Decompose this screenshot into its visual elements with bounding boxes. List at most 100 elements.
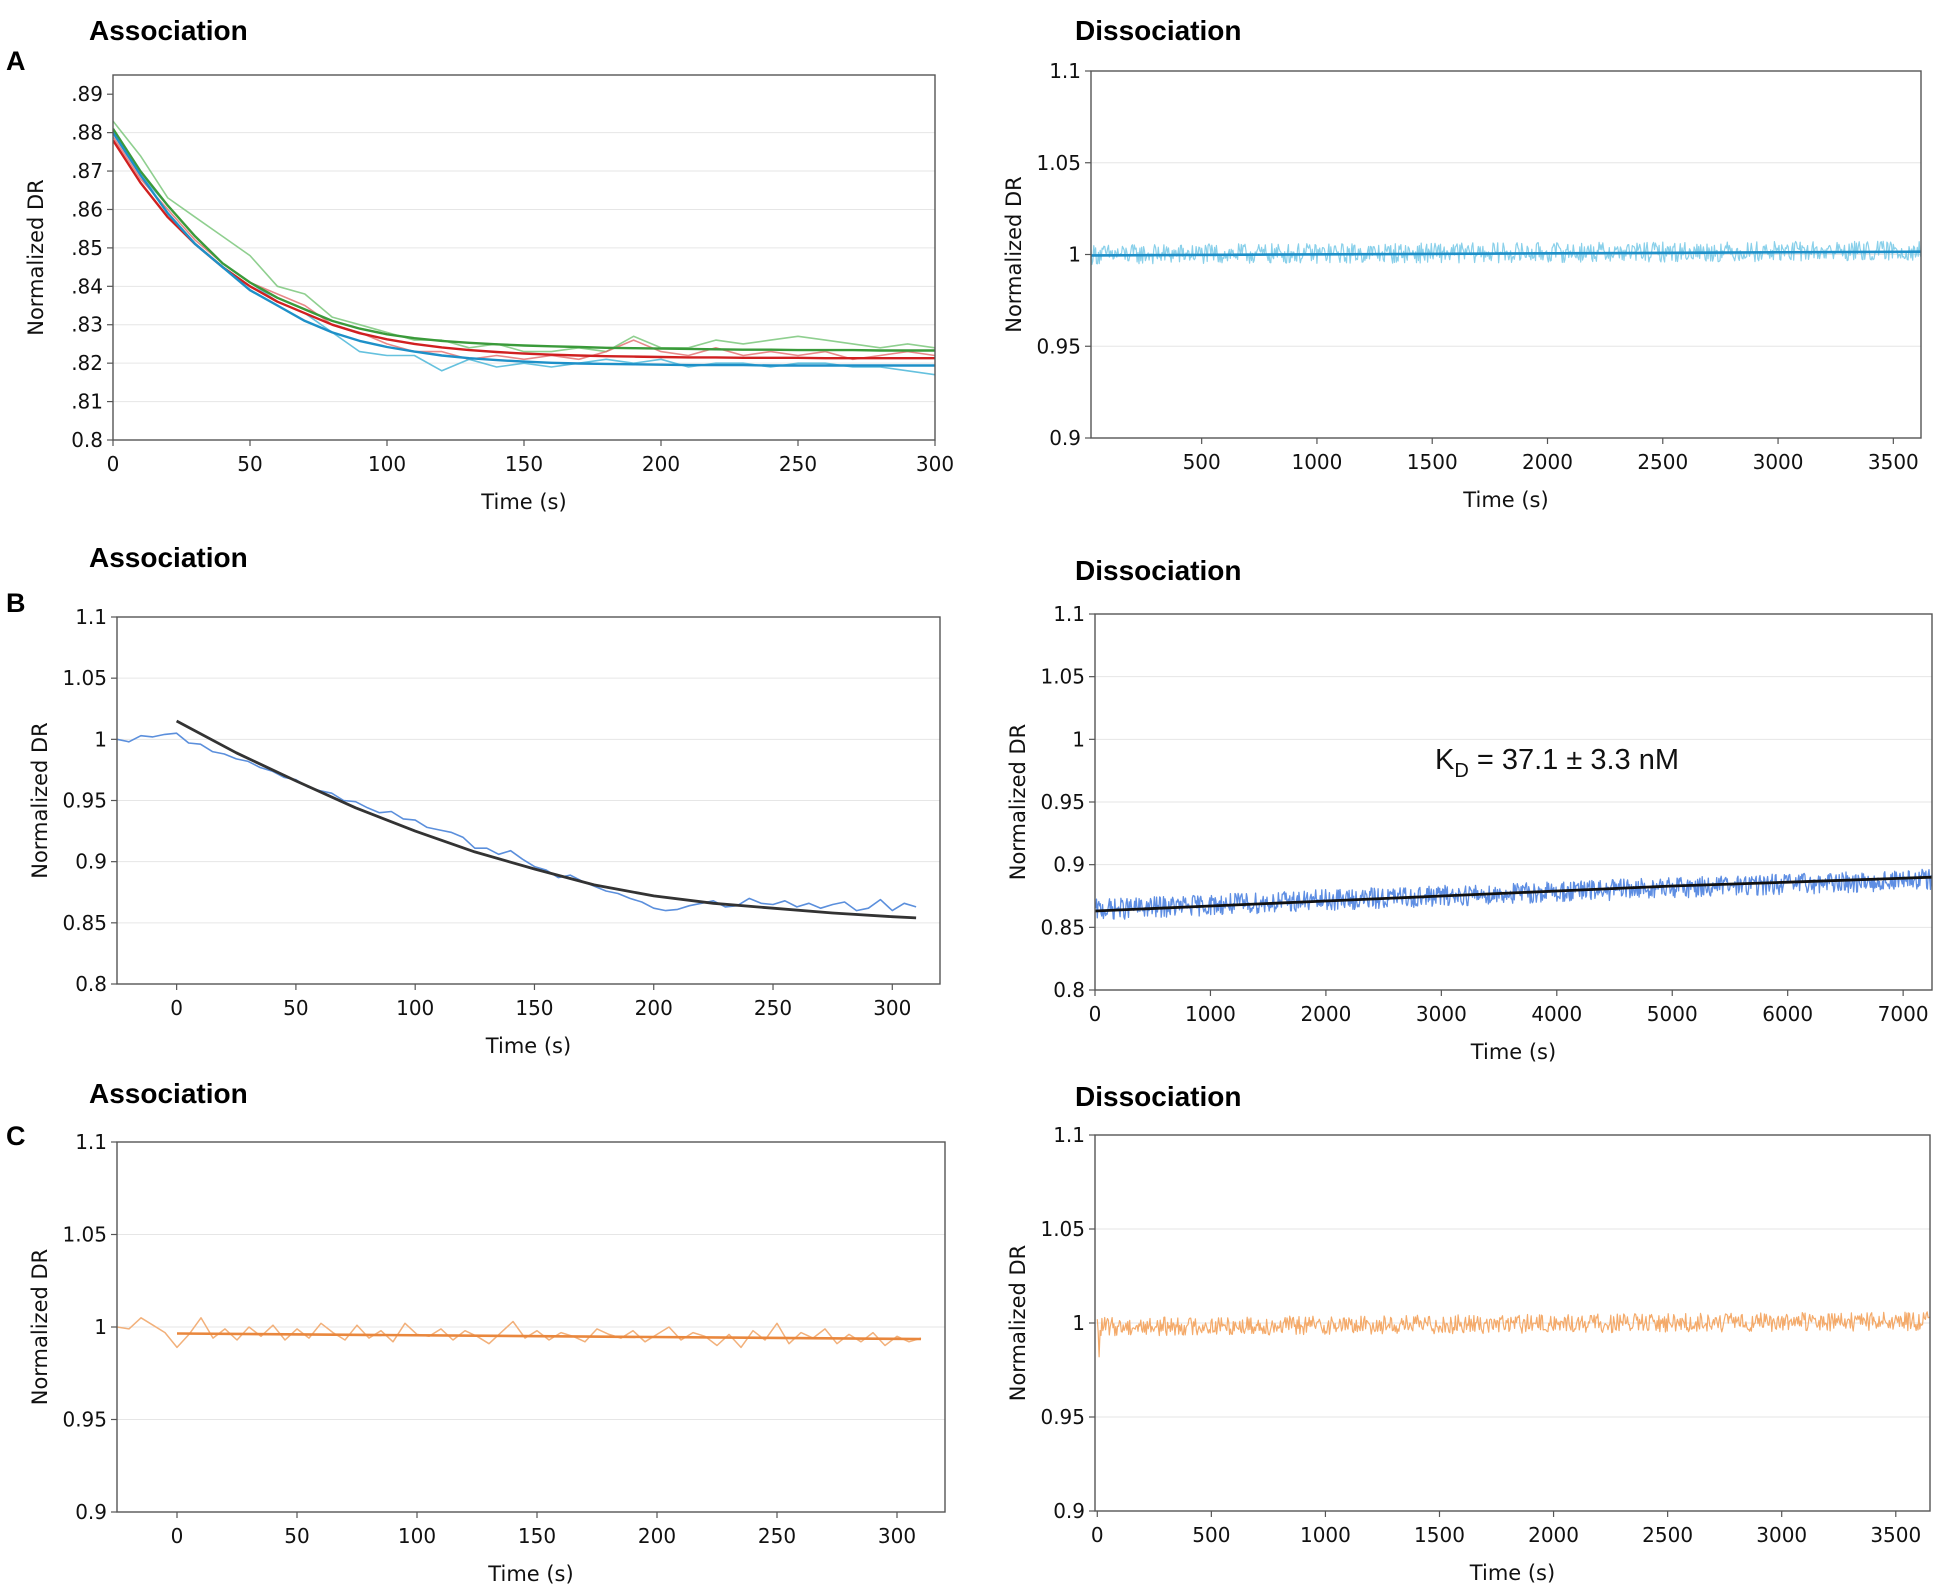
series-fit-green <box>113 128 935 352</box>
y-axis-label: Normalized DR <box>1002 176 1026 333</box>
y-tick-label: 1 <box>1072 727 1085 751</box>
y-tick-label: 0.95 <box>1040 1405 1085 1429</box>
y-tick-label: 0.95 <box>1036 334 1081 358</box>
x-tick-label: 1000 <box>1291 450 1342 474</box>
chart-a-association: Association 0.8 .81 .82 .83 .84 .85 .86 .87 .88.… <box>24 15 954 514</box>
x-tick-label: 150 <box>518 1524 556 1548</box>
x-tick-label: 300 <box>873 996 911 1020</box>
panel-letter-c: C <box>6 1121 26 1151</box>
y-tick-label: 1.05 <box>62 1223 107 1247</box>
x-tick-label: 250 <box>779 452 817 476</box>
x-tick-label: 2000 <box>1300 1002 1351 1026</box>
y-tick-label: .88 <box>71 121 103 145</box>
y-axis-label: Normalized DR <box>28 722 52 879</box>
y-tick-label: 0.9 <box>1053 853 1085 877</box>
y-tick-label: 0.8 <box>71 428 103 452</box>
series-fit <box>1095 875 1932 913</box>
x-tick-label: 7000 <box>1878 1002 1929 1026</box>
y-tick-label: 1.1 <box>1053 602 1085 626</box>
x-axis-label: Time (s) <box>480 490 566 514</box>
chart-title: Dissociation <box>1075 1081 1241 1112</box>
x-tick-label: 200 <box>635 996 673 1020</box>
kd-value: = 37.1 ± 3.3 nM <box>1469 744 1679 776</box>
y-tick-label: 0.95 <box>62 789 107 813</box>
y-tick-label: .85 <box>71 236 103 260</box>
x-tick-label: 2500 <box>1642 1523 1693 1547</box>
chart-c-dissociation: Dissociation 0.9 0.95 1 1.05 1.1 0 500 1000 1500… <box>1006 1081 1931 1585</box>
x-tick-label: 0 <box>1089 1002 1102 1026</box>
x-tick-label: 200 <box>642 452 680 476</box>
x-tick-label: 1000 <box>1185 1002 1236 1026</box>
y-tick-label: 1.05 <box>62 666 107 690</box>
y-tick-label: .81 <box>71 390 103 414</box>
series-fit <box>175 719 917 920</box>
y-tick-label: 0.85 <box>1040 915 1085 939</box>
y-tick-label: .86 <box>71 197 103 221</box>
x-tick-label: 4000 <box>1531 1002 1582 1026</box>
x-tick-label: 5000 <box>1647 1002 1698 1026</box>
kd-symbol: K <box>1435 744 1455 776</box>
series-fit <box>1091 250 1921 257</box>
x-axis-label: Time (s) <box>1470 1040 1556 1064</box>
y-axis-label: Normalized DR <box>24 179 48 336</box>
x-tick-label: 300 <box>916 452 954 476</box>
x-tick-label: 0 <box>1091 1523 1104 1547</box>
x-axis-label: Time (s) <box>1462 488 1548 512</box>
y-tick-label: 0.9 <box>75 850 107 874</box>
y-tick-label: .84 <box>71 274 103 298</box>
series-raw <box>117 732 917 912</box>
x-tick-label: 500 <box>1192 1523 1230 1547</box>
x-tick-label: 200 <box>638 1524 676 1548</box>
x-axis-label: Time (s) <box>1469 1561 1555 1585</box>
y-tick-label: 1 <box>1068 243 1081 267</box>
x-axis-label: Time (s) <box>487 1562 573 1586</box>
chart-c-association: Association 0.9 0.95 1 1.05 1.1 0 50 100 150 200 2… <box>28 1078 946 1586</box>
x-tick-label: 500 <box>1183 450 1221 474</box>
y-tick-label: 1.05 <box>1040 1217 1085 1241</box>
x-tick-label: 50 <box>283 996 308 1020</box>
x-tick-label: 3500 <box>1870 1523 1921 1547</box>
y-axis-label: Normalized DR <box>1006 1245 1030 1402</box>
x-tick-label: 150 <box>505 452 543 476</box>
x-tick-label: 50 <box>237 452 262 476</box>
y-tick-label: 0.95 <box>1040 790 1085 814</box>
y-tick-label: .82 <box>71 351 103 375</box>
panel-letter-b: B <box>6 588 26 618</box>
plot-frame <box>112 74 936 441</box>
y-tick-label: 1.05 <box>1036 151 1081 175</box>
y-tick-label: 1.1 <box>1053 1123 1085 1147</box>
y-tick-label: 1.05 <box>1040 665 1085 689</box>
x-tick-label: 1000 <box>1300 1523 1351 1547</box>
x-tick-label: 3000 <box>1416 1002 1467 1026</box>
x-tick-label: 0 <box>107 452 120 476</box>
series-raw <box>1096 1311 1930 1358</box>
x-tick-label: 250 <box>758 1524 796 1548</box>
chart-b-association: Association 0.8 0.85 0.9 0.95 1 1.05 1.1 0 50 100… <box>28 542 941 1058</box>
y-tick-label: 0.8 <box>1053 978 1085 1002</box>
x-tick-label: 100 <box>368 452 406 476</box>
y-tick-label: 0.9 <box>1053 1499 1085 1523</box>
x-tick-label: 3000 <box>1753 450 1804 474</box>
series-fit <box>176 1332 922 1341</box>
y-tick-label: 1 <box>94 1315 107 1339</box>
y-axis-label: Normalized DR <box>28 1249 52 1406</box>
kd-subscript: D <box>1454 760 1468 782</box>
y-tick-label: .83 <box>71 313 103 337</box>
x-tick-label: 0 <box>171 1524 184 1548</box>
chart-title: Association <box>89 15 248 46</box>
x-tick-label: 6000 <box>1762 1002 1813 1026</box>
x-tick-label: 2000 <box>1528 1523 1579 1547</box>
chart-title: Dissociation <box>1075 555 1241 586</box>
chart-a-dissociation: Dissociation 0.9 0.95 1 1.05 1.1 500 1000 1500 2… <box>1002 15 1922 512</box>
x-tick-label: 2000 <box>1522 450 1573 474</box>
x-tick-label: 100 <box>396 996 434 1020</box>
y-tick-label: 0.9 <box>1049 426 1081 450</box>
y-tick-label: 1 <box>1072 1311 1085 1335</box>
y-tick-label: 1.1 <box>75 1130 107 1154</box>
x-tick-label: 0 <box>170 996 183 1020</box>
y-tick-label: .89 <box>71 82 103 106</box>
y-tick-label: .87 <box>71 159 103 183</box>
y-tick-label: 1.1 <box>1049 59 1081 83</box>
y-tick-label: 0.95 <box>62 1408 107 1432</box>
